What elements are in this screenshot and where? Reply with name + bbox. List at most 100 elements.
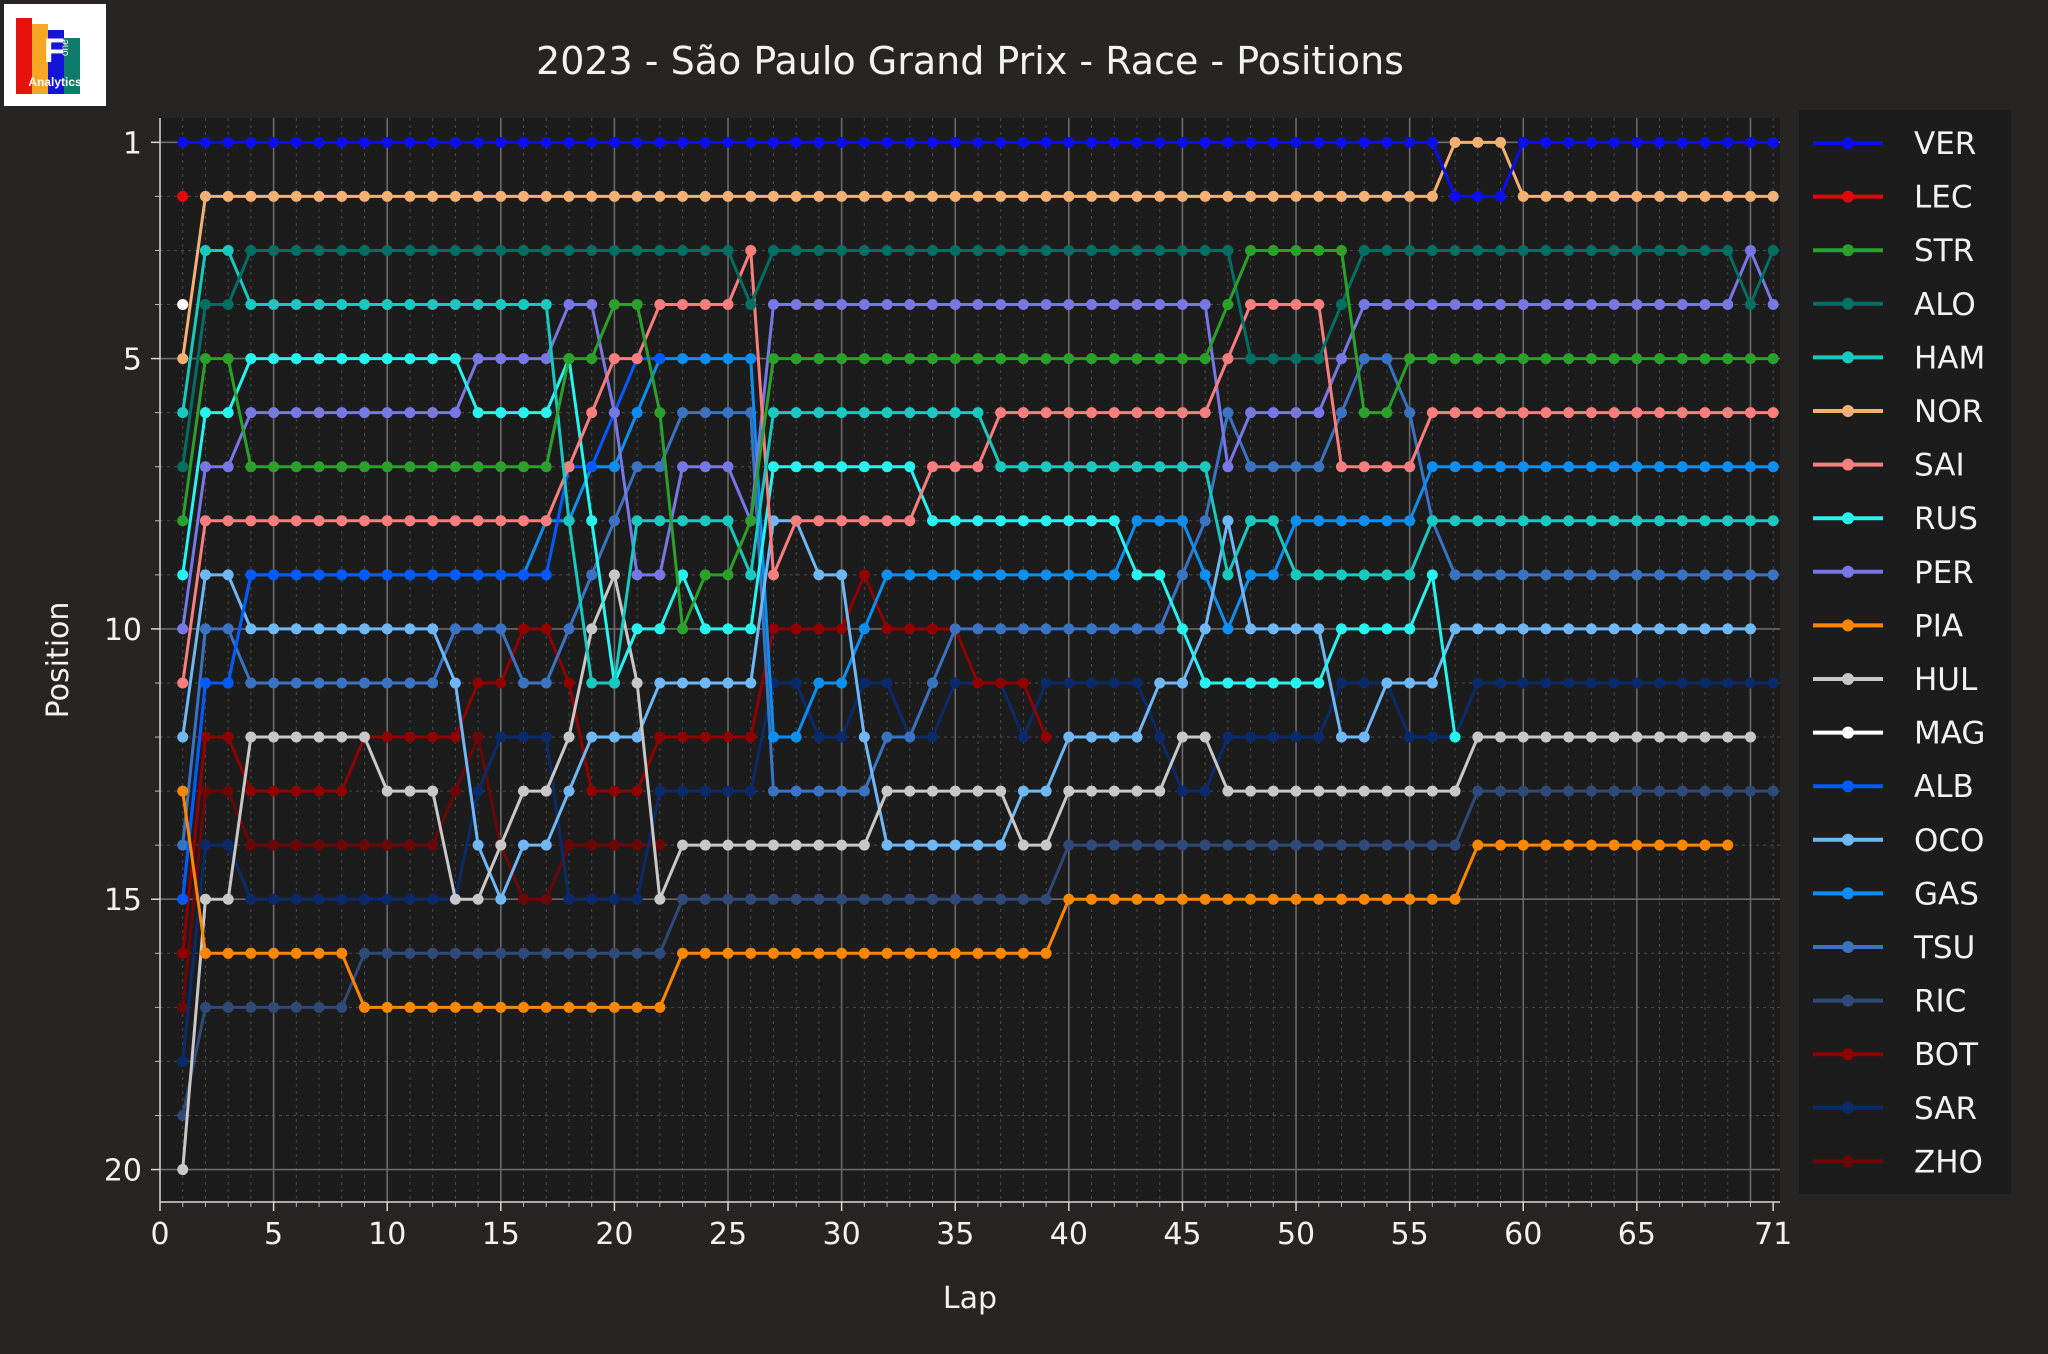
data-point xyxy=(563,353,575,365)
data-point xyxy=(1517,190,1529,202)
data-point xyxy=(1108,515,1120,527)
data-point xyxy=(222,1001,234,1013)
data-point xyxy=(1086,515,1098,527)
data-point xyxy=(1086,353,1098,365)
data-point xyxy=(427,839,439,851)
data-point xyxy=(290,407,302,419)
data-point xyxy=(1495,569,1507,581)
chart-title: 2023 - São Paulo Grand Prix - Race - Pos… xyxy=(536,39,1404,83)
data-point xyxy=(268,731,280,743)
data-point xyxy=(1358,407,1370,419)
data-point xyxy=(1222,353,1234,365)
data-point xyxy=(1699,569,1711,581)
data-point xyxy=(790,461,802,473)
data-point xyxy=(495,677,507,689)
data-point xyxy=(199,569,211,581)
data-point xyxy=(1699,731,1711,743)
data-point xyxy=(1404,299,1416,311)
data-point xyxy=(427,569,439,581)
data-point xyxy=(995,244,1007,256)
data-point xyxy=(245,677,257,689)
x-tick-label: 10 xyxy=(368,1217,406,1252)
legend-item-mag: MAG xyxy=(1813,716,1985,752)
data-point xyxy=(268,190,280,202)
data-point xyxy=(472,839,484,851)
data-point xyxy=(1313,136,1325,148)
data-point xyxy=(381,893,393,905)
data-point xyxy=(631,677,643,689)
data-point xyxy=(1767,407,1779,419)
y-tick-label: 20 xyxy=(104,1154,142,1189)
data-point xyxy=(1767,785,1779,797)
data-point xyxy=(1017,785,1029,797)
data-point xyxy=(427,785,439,797)
data-point xyxy=(540,515,552,527)
data-point xyxy=(722,299,734,311)
data-point xyxy=(1585,190,1597,202)
series-alo xyxy=(177,244,1779,473)
data-point xyxy=(767,136,779,148)
legend-item-nor: NOR xyxy=(1813,394,1983,430)
data-point xyxy=(1676,190,1688,202)
legend-label: GAS xyxy=(1914,876,1979,912)
data-point xyxy=(1335,785,1347,797)
data-point xyxy=(313,190,325,202)
data-point xyxy=(858,515,870,527)
data-point xyxy=(677,407,689,419)
data-point xyxy=(427,353,439,365)
data-point xyxy=(790,947,802,959)
data-point xyxy=(1404,353,1416,365)
data-point xyxy=(336,677,348,689)
legend-item-per: PER xyxy=(1813,555,1974,591)
data-point xyxy=(1495,461,1507,473)
data-point xyxy=(1699,299,1711,311)
data-point xyxy=(472,136,484,148)
data-point xyxy=(1699,353,1711,365)
data-point xyxy=(245,785,257,797)
data-point xyxy=(1699,407,1711,419)
data-point xyxy=(1040,244,1052,256)
legend-marker xyxy=(1842,244,1854,257)
data-point xyxy=(449,407,461,419)
data-point xyxy=(995,515,1007,527)
data-point xyxy=(608,839,620,851)
data-point xyxy=(949,136,961,148)
data-point xyxy=(1563,569,1575,581)
data-point xyxy=(1154,353,1166,365)
data-point xyxy=(972,839,984,851)
data-point xyxy=(1381,407,1393,419)
data-point xyxy=(472,515,484,527)
data-point xyxy=(1517,839,1529,851)
data-point xyxy=(927,461,939,473)
data-point xyxy=(1267,461,1279,473)
data-point xyxy=(177,299,189,311)
data-point xyxy=(881,244,893,256)
data-point xyxy=(381,136,393,148)
data-point xyxy=(1676,299,1688,311)
data-point xyxy=(1699,839,1711,851)
data-point xyxy=(222,461,234,473)
data-point xyxy=(1335,353,1347,365)
data-point xyxy=(586,299,598,311)
data-point xyxy=(1608,677,1620,689)
data-point xyxy=(222,839,234,851)
data-point xyxy=(449,299,461,311)
data-point xyxy=(1654,299,1666,311)
data-point xyxy=(586,190,598,202)
data-point xyxy=(290,677,302,689)
data-point xyxy=(722,407,734,419)
data-point xyxy=(1267,677,1279,689)
x-tick-label: 40 xyxy=(1050,1217,1088,1252)
data-point xyxy=(518,136,530,148)
data-point xyxy=(1335,677,1347,689)
data-point xyxy=(1040,677,1052,689)
data-point xyxy=(1040,785,1052,797)
data-point xyxy=(677,244,689,256)
data-point xyxy=(1290,893,1302,905)
data-point xyxy=(1472,244,1484,256)
legend-item-pia: PIA xyxy=(1813,608,1963,644)
data-point xyxy=(1290,731,1302,743)
data-point xyxy=(1358,677,1370,689)
data-point xyxy=(199,839,211,851)
data-point xyxy=(972,353,984,365)
